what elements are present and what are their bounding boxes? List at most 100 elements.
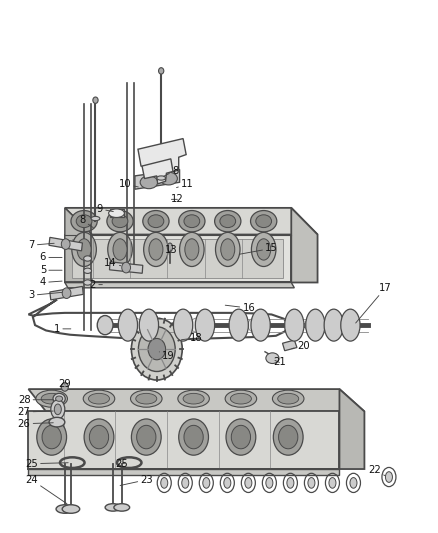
Ellipse shape xyxy=(178,390,209,407)
Ellipse shape xyxy=(107,211,133,232)
Ellipse shape xyxy=(266,353,279,364)
Text: 3: 3 xyxy=(28,290,62,300)
Ellipse shape xyxy=(97,316,113,335)
Ellipse shape xyxy=(256,215,272,228)
Polygon shape xyxy=(72,239,283,278)
Ellipse shape xyxy=(245,478,252,488)
Ellipse shape xyxy=(54,404,61,415)
Ellipse shape xyxy=(257,239,271,260)
Ellipse shape xyxy=(266,478,273,488)
Text: 21: 21 xyxy=(273,358,286,367)
Ellipse shape xyxy=(149,239,163,260)
Text: 24: 24 xyxy=(25,475,67,504)
Ellipse shape xyxy=(130,318,142,332)
Ellipse shape xyxy=(324,309,343,341)
Text: 8: 8 xyxy=(79,215,93,228)
Polygon shape xyxy=(339,389,364,469)
Text: 1: 1 xyxy=(54,324,71,334)
Ellipse shape xyxy=(108,232,132,266)
Polygon shape xyxy=(135,169,180,189)
Ellipse shape xyxy=(131,390,162,407)
Text: 8: 8 xyxy=(164,166,178,176)
Ellipse shape xyxy=(56,505,74,513)
Text: 22: 22 xyxy=(368,465,385,476)
Polygon shape xyxy=(65,282,294,288)
Ellipse shape xyxy=(183,393,204,404)
Text: 20: 20 xyxy=(292,342,309,351)
Ellipse shape xyxy=(122,262,131,273)
Ellipse shape xyxy=(230,393,251,404)
Ellipse shape xyxy=(203,478,210,488)
Ellipse shape xyxy=(143,211,169,232)
Ellipse shape xyxy=(89,425,109,449)
Ellipse shape xyxy=(93,97,98,103)
Text: 12: 12 xyxy=(171,195,184,204)
Ellipse shape xyxy=(167,243,173,252)
Ellipse shape xyxy=(113,239,127,260)
Ellipse shape xyxy=(140,176,158,189)
Text: 9: 9 xyxy=(97,204,113,214)
Polygon shape xyxy=(65,208,318,235)
Ellipse shape xyxy=(195,309,215,341)
Ellipse shape xyxy=(350,478,357,488)
Polygon shape xyxy=(141,155,176,184)
Ellipse shape xyxy=(76,215,92,228)
Ellipse shape xyxy=(84,419,114,455)
Text: 4: 4 xyxy=(40,278,62,287)
Ellipse shape xyxy=(148,338,166,360)
Ellipse shape xyxy=(49,417,65,427)
Ellipse shape xyxy=(184,215,200,228)
Polygon shape xyxy=(65,208,92,282)
Ellipse shape xyxy=(84,280,92,285)
Ellipse shape xyxy=(279,425,298,449)
Polygon shape xyxy=(138,139,186,172)
Ellipse shape xyxy=(105,504,121,511)
Ellipse shape xyxy=(190,318,202,332)
Ellipse shape xyxy=(272,390,304,407)
Text: 7: 7 xyxy=(28,240,54,250)
Text: 26: 26 xyxy=(18,419,53,429)
Ellipse shape xyxy=(72,232,96,266)
Text: 27: 27 xyxy=(18,407,53,417)
Ellipse shape xyxy=(226,419,256,455)
Text: 15: 15 xyxy=(239,244,278,254)
Text: 14: 14 xyxy=(104,258,121,268)
Ellipse shape xyxy=(131,419,161,455)
Ellipse shape xyxy=(42,425,61,449)
Ellipse shape xyxy=(77,239,91,260)
Ellipse shape xyxy=(161,478,168,488)
Ellipse shape xyxy=(160,172,177,185)
Ellipse shape xyxy=(248,318,260,332)
Text: 28: 28 xyxy=(18,395,53,405)
Polygon shape xyxy=(291,208,318,282)
Polygon shape xyxy=(28,411,339,469)
Ellipse shape xyxy=(251,232,276,266)
Ellipse shape xyxy=(112,215,128,228)
Text: 17: 17 xyxy=(356,283,392,323)
Ellipse shape xyxy=(91,216,100,221)
Ellipse shape xyxy=(385,472,392,482)
Ellipse shape xyxy=(306,309,325,341)
Ellipse shape xyxy=(84,256,92,261)
Ellipse shape xyxy=(148,215,164,228)
Ellipse shape xyxy=(37,419,67,455)
Ellipse shape xyxy=(179,419,208,455)
Ellipse shape xyxy=(109,209,124,217)
Ellipse shape xyxy=(62,505,80,513)
Ellipse shape xyxy=(71,211,97,232)
Ellipse shape xyxy=(83,390,115,407)
Text: 6: 6 xyxy=(40,253,62,262)
Polygon shape xyxy=(28,469,339,475)
Ellipse shape xyxy=(278,393,299,404)
Ellipse shape xyxy=(136,393,157,404)
Ellipse shape xyxy=(305,318,317,332)
Ellipse shape xyxy=(62,288,71,298)
Ellipse shape xyxy=(173,309,193,341)
Polygon shape xyxy=(110,262,143,273)
Ellipse shape xyxy=(157,176,166,180)
Ellipse shape xyxy=(118,309,138,341)
Text: 11: 11 xyxy=(177,179,194,189)
Ellipse shape xyxy=(184,425,203,449)
Ellipse shape xyxy=(36,390,67,407)
Text: 13: 13 xyxy=(165,245,177,255)
